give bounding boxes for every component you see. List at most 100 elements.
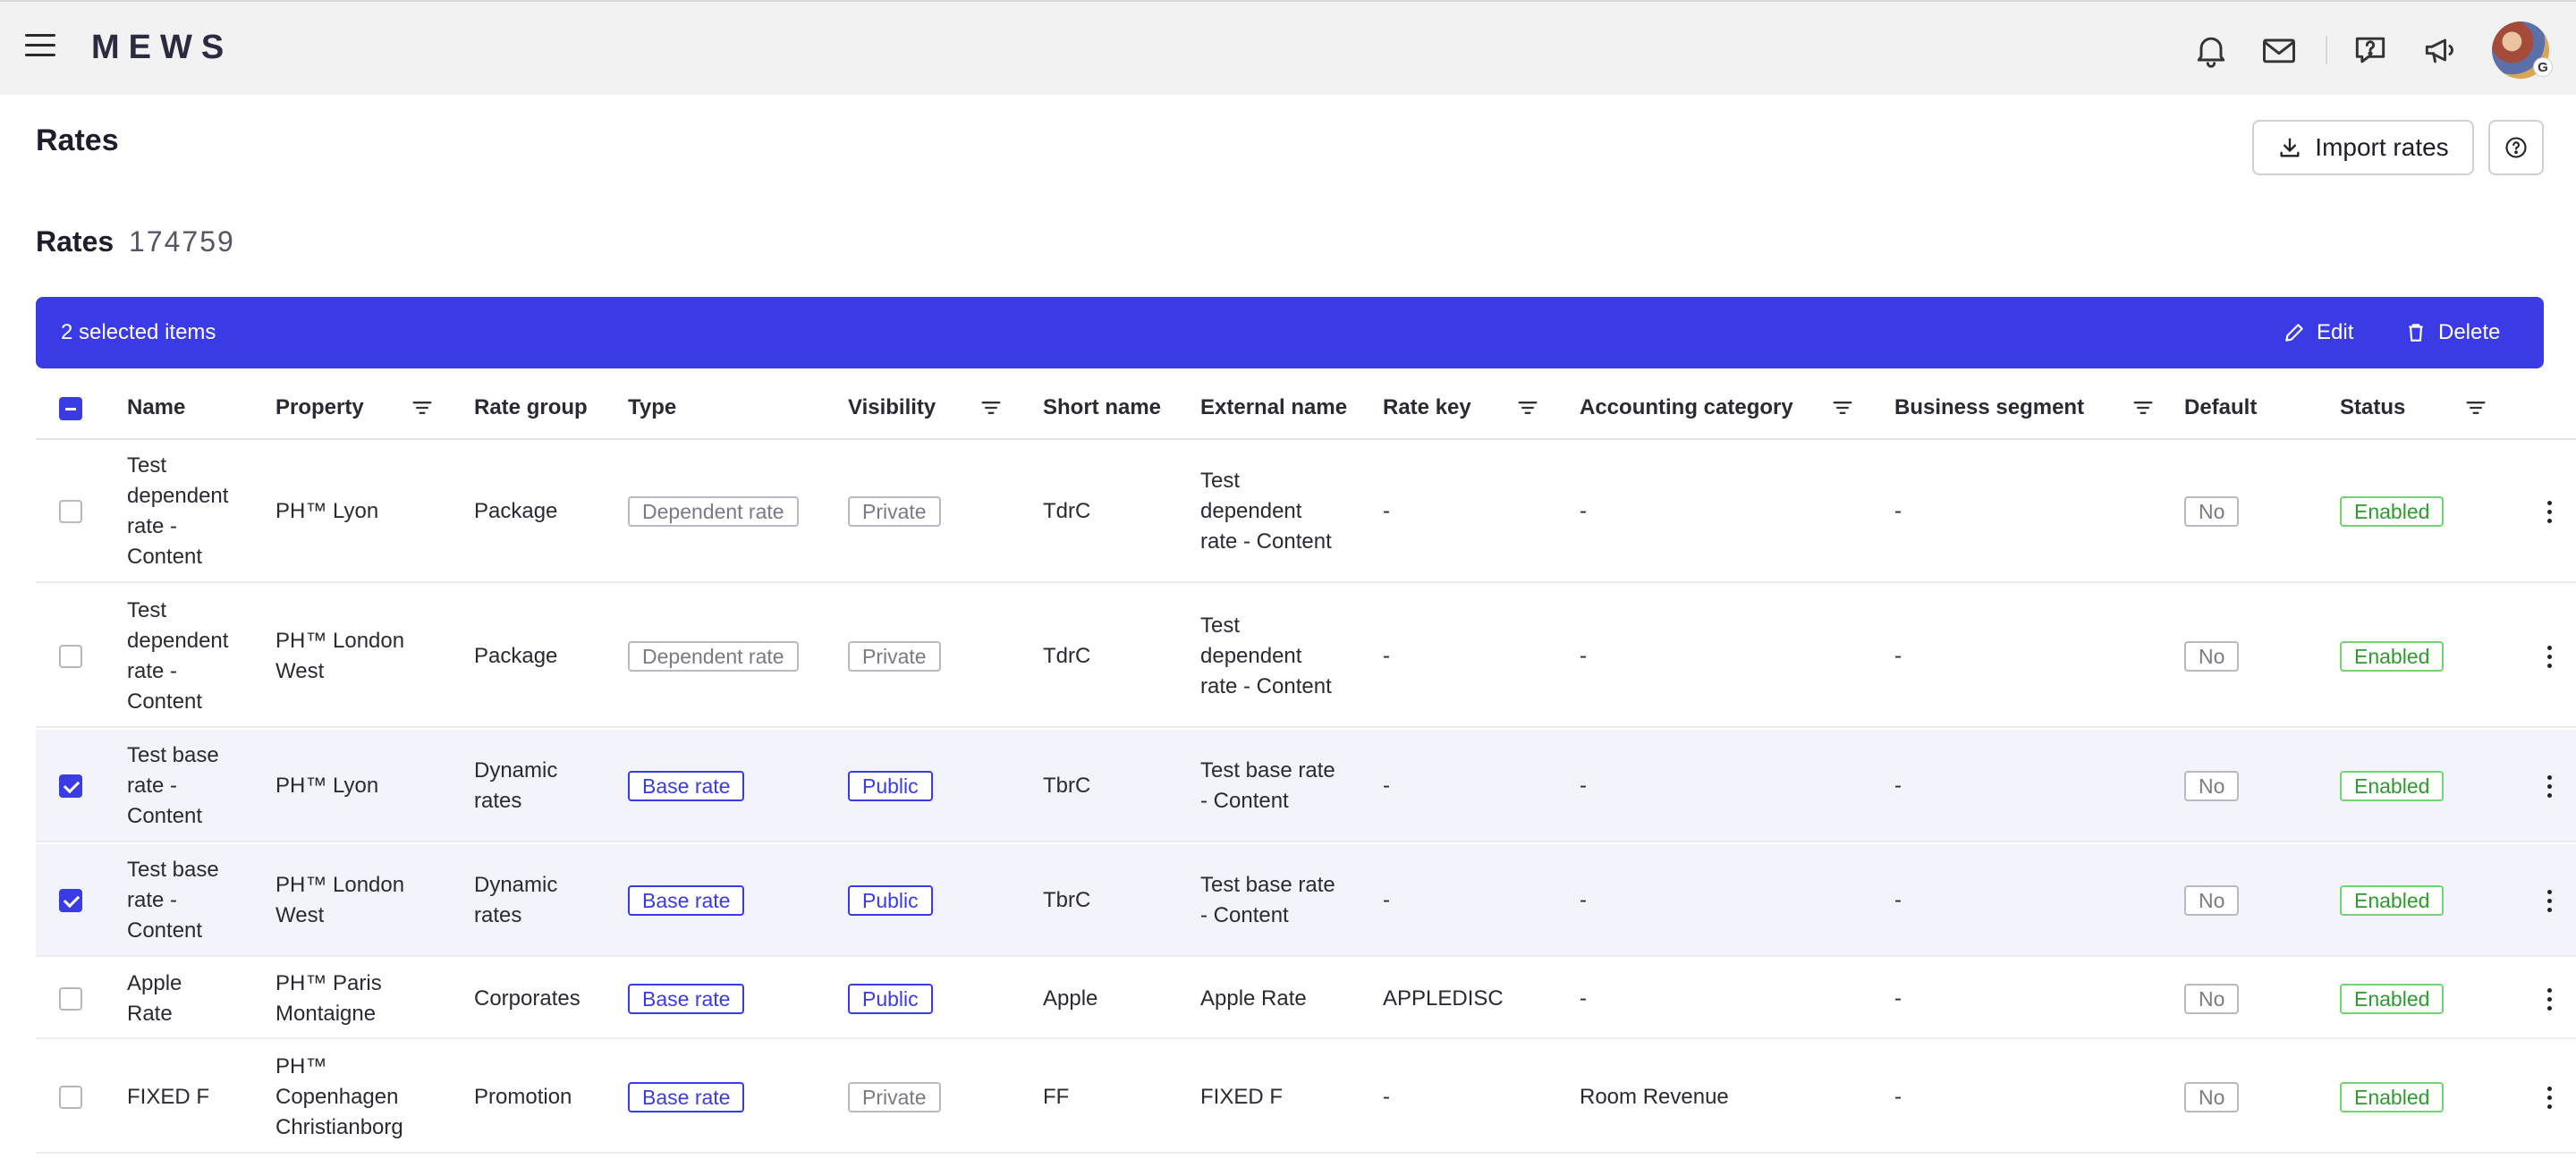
import-rates-label: Import rates [2315,133,2449,161]
help-button[interactable] [2488,120,2544,175]
status-badge: Enabled [2340,984,2445,1014]
external-name-line: rate - Content [1200,674,1332,698]
table-row[interactable]: Test base rate - Content PH™ London West Dyna… [36,844,2576,957]
default-tag: No [2184,885,2240,916]
help-chat-icon[interactable] [2351,30,2390,70]
visibility-tag: Private [848,1082,941,1112]
megaphone-icon[interactable] [2420,30,2460,70]
type-tag: Base rate [628,984,745,1014]
row-more-icon[interactable] [2540,883,2558,918]
table-row[interactable]: Test dependent rate - Content PH™ Lyon Packag… [36,440,2576,583]
rate-name-line: rate - [127,659,178,683]
status-badge: Enabled [2340,1082,2445,1112]
external-name: Test base rate - Content [1200,756,1335,816]
short-name: TbrC [1043,888,1091,912]
row-checkbox[interactable] [59,500,82,523]
row-more-icon[interactable] [2540,494,2558,529]
row-more-icon[interactable] [2540,639,2558,674]
type-tag: Dependent rate [628,641,799,672]
property-name-line: Christianborg [275,1115,403,1139]
edit-button[interactable]: Edit [2283,313,2353,352]
rate-name-line: rate - [127,774,178,798]
default-tag: No [2184,496,2240,527]
column-external-name[interactable]: External name [1200,395,1348,419]
table-row[interactable]: Apple Rate PH™ Paris Montaigne Corporates Bas… [36,959,2576,1039]
column-rate-key[interactable]: Rate key [1383,395,1471,419]
row-more-icon[interactable] [2540,768,2558,804]
row-checkbox[interactable] [59,774,82,798]
visibility-tag: Private [848,496,941,527]
rate-group: Promotion [474,1082,572,1112]
row-checkbox[interactable] [59,987,82,1011]
status-badge: Enabled [2340,885,2445,916]
row-checkbox[interactable] [59,1086,82,1109]
business-segment: - [1894,644,1902,668]
property-name: PH™ Lyon [275,771,378,801]
column-type[interactable]: Type [628,395,677,419]
menu-icon[interactable] [25,34,55,64]
row-more-icon[interactable] [2540,981,2558,1017]
trash-icon [2409,324,2423,342]
import-rates-button[interactable]: Import rates [2252,120,2474,175]
rate-name-line: Rate [127,1002,173,1026]
rate-group: Dynamic rates [474,870,557,931]
property-name-line: PH™ Lyon [275,774,379,798]
column-status[interactable]: Status [2340,395,2406,419]
type-tag: Dependent rate [628,496,799,527]
rate-group-line: Package [474,644,558,668]
external-name-line: Test [1200,469,1241,493]
toolbar-divider [2326,36,2327,64]
column-short-name[interactable]: Short name [1043,395,1162,419]
rate-name: Test base rate - Content [127,740,219,832]
business-segment-filter-icon[interactable] [2131,395,2156,420]
rate-key: - [1383,888,1390,912]
column-visibility[interactable]: Visibility [848,395,936,419]
external-name-line: rate - Content [1200,529,1332,554]
section-title: Rates [36,225,114,258]
accounting-category: - [1580,499,1587,523]
rate-key-filter-icon[interactable] [1515,395,1540,420]
status-badge: Enabled [2340,771,2445,801]
row-checkbox[interactable] [59,889,82,912]
select-all-checkbox[interactable] [59,397,82,420]
table-row[interactable]: Test dependent rate - Content PH™ London West… [36,585,2576,728]
mail-icon[interactable] [2259,30,2299,70]
column-business-segment[interactable]: Business segment [1894,395,2085,419]
column-name[interactable]: Name [127,395,186,419]
bell-icon[interactable] [2191,30,2231,70]
delete-button[interactable]: Delete [2404,313,2500,352]
rate-name: Test dependent rate - Content [127,451,228,572]
external-name-line: Test base rate [1200,758,1335,783]
external-name: FIXED F [1200,1082,1283,1112]
property-name-line: Copenhagen [275,1085,399,1109]
status-badge: Enabled [2340,641,2445,672]
rate-name-line: Test [127,598,167,622]
default-tag: No [2184,771,2240,801]
short-name: TbrC [1043,774,1091,798]
column-accounting-category[interactable]: Accounting category [1580,395,1793,419]
rate-name-line: dependent [127,629,229,653]
external-name-line: Test [1200,613,1241,638]
external-name-line: dependent [1200,644,1302,668]
table-row[interactable]: Test base rate - Content PH™ Lyon Dynamic rat… [36,730,2576,842]
property-name-line: West [275,903,325,927]
rate-name-line: Test base [127,743,219,767]
short-name: TdrC [1043,499,1091,523]
row-more-icon[interactable] [2540,1079,2558,1115]
table-row[interactable]: FIXED F PH™ Copenhagen Christianborg Promoti… [36,1041,2576,1154]
accounting-category-filter-icon[interactable] [1830,395,1855,420]
page-title: Rates [36,123,119,157]
rates-count: 174759 [129,225,235,258]
column-rate-group[interactable]: Rate group [474,395,588,419]
external-name-line: - Content [1200,903,1289,927]
column-property[interactable]: Property [275,395,364,419]
business-segment: - [1894,888,1902,912]
property-name-line: West [275,659,325,683]
status-filter-icon[interactable] [2463,395,2488,420]
row-checkbox[interactable] [59,645,82,668]
table-header: Name Property Rate group Type Visibility… [36,379,2576,440]
property-filter-icon[interactable] [410,395,435,420]
rate-name: FIXED F [127,1082,209,1112]
column-default[interactable]: Default [2184,395,2258,419]
visibility-filter-icon[interactable] [979,395,1004,420]
